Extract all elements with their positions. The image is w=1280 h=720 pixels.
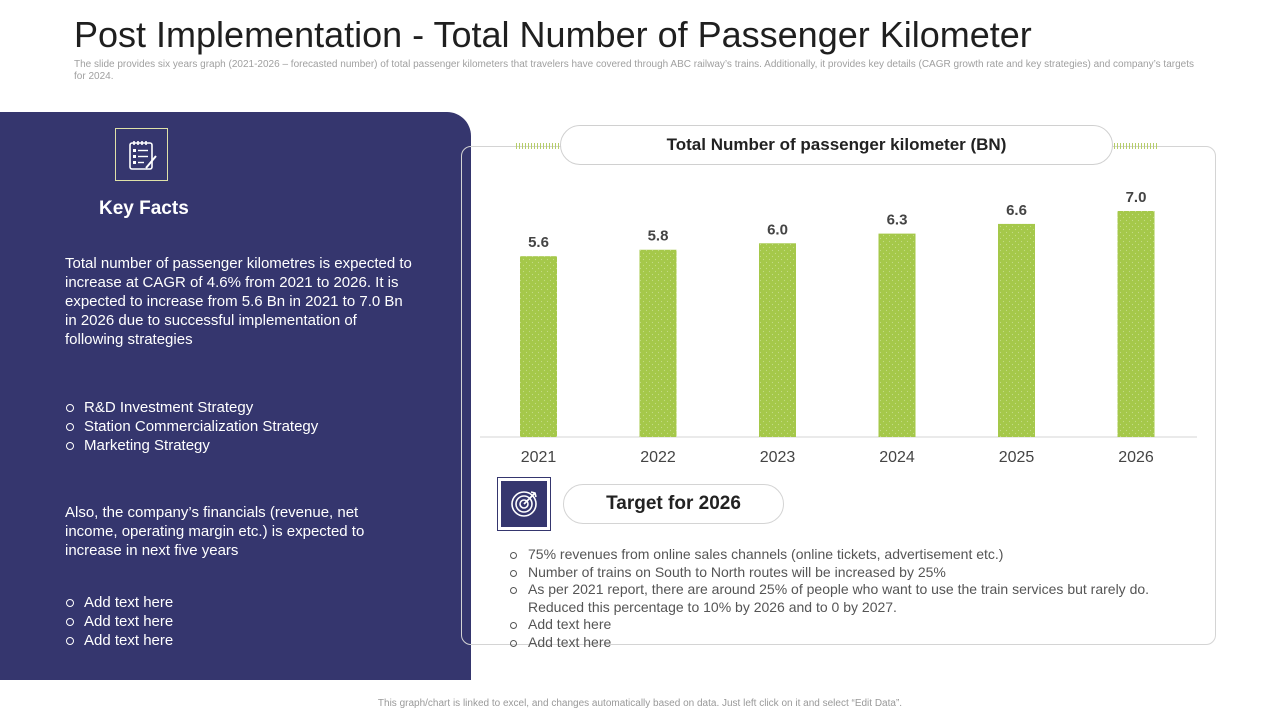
add-text-list: Add text here Add text here Add text her… bbox=[65, 593, 173, 650]
target-item: Add text here bbox=[509, 634, 1199, 652]
page-title: Post Implementation - Total Number of Pa… bbox=[74, 14, 1032, 55]
target-item: Add text here bbox=[509, 616, 1199, 634]
key-facts-paragraph: Total number of passenger kilometres is … bbox=[65, 255, 412, 348]
target-item: As per 2021 report, there are around 25%… bbox=[509, 581, 1199, 616]
strategy-item: Marketing Strategy bbox=[65, 436, 318, 455]
strategy-item: Station Commercialization Strategy bbox=[65, 417, 318, 436]
strategy-list: R&D Investment Strategy Station Commerci… bbox=[65, 398, 318, 455]
target-list: 75% revenues from online sales channels … bbox=[509, 546, 1199, 651]
decorative-line-left bbox=[516, 143, 560, 149]
add-text-item: Add text here bbox=[65, 612, 173, 631]
strategy-item: R&D Investment Strategy bbox=[65, 398, 318, 417]
target-icon bbox=[497, 477, 551, 531]
footer-note: This graph/chart is linked to excel, and… bbox=[377, 698, 903, 709]
decorative-line-right bbox=[1114, 143, 1158, 149]
key-facts-title: Key Facts bbox=[99, 198, 189, 219]
checklist-icon bbox=[115, 128, 168, 181]
target-item: Number of trains on South to North route… bbox=[509, 564, 1199, 582]
financials-paragraph: Also, the company’s financials (revenue,… bbox=[65, 504, 365, 559]
chart-title: Total Number of passenger kilometer (BN) bbox=[560, 125, 1113, 165]
target-title: Target for 2026 bbox=[563, 484, 784, 524]
page-subtitle: The slide provides six years graph (2021… bbox=[74, 59, 1195, 82]
add-text-item: Add text here bbox=[65, 593, 173, 612]
add-text-item: Add text here bbox=[65, 631, 173, 650]
target-item: 75% revenues from online sales channels … bbox=[509, 546, 1199, 564]
key-facts-panel: Key Facts Total number of passenger kilo… bbox=[0, 112, 471, 680]
